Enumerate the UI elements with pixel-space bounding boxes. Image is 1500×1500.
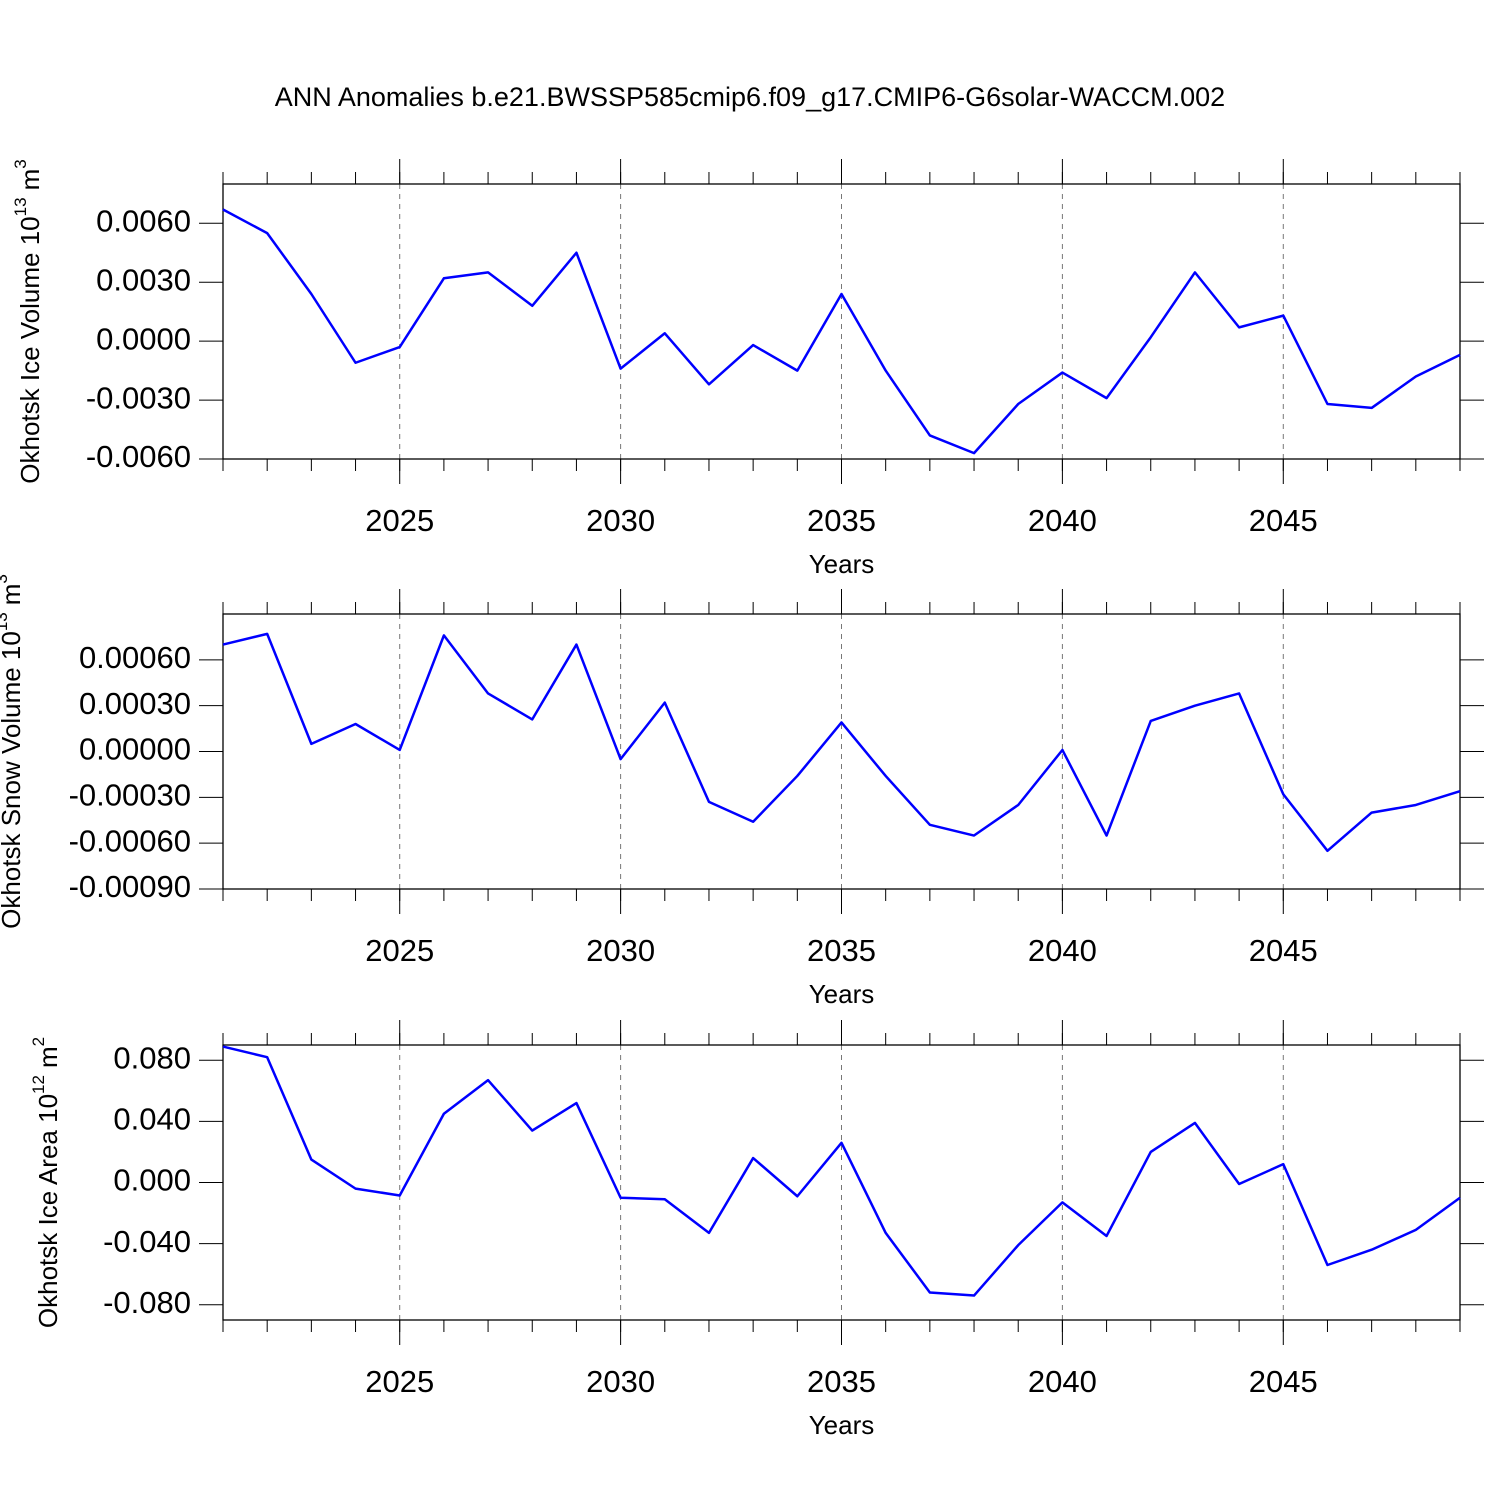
y-tick-label: -0.00060	[69, 823, 191, 858]
x-tick-label: 2045	[1249, 503, 1318, 538]
data-line	[222, 1045, 1461, 1297]
y-axis-label-part: Okhotsk Snow Volume 10	[0, 631, 26, 929]
x-tick-label: 2040	[1028, 503, 1097, 538]
y-tick-label: 0.0060	[96, 203, 191, 238]
y-axis-label-part: m	[33, 1046, 63, 1068]
y-axis-label-part: 2	[29, 1037, 48, 1046]
x-tick-label: 2030	[586, 933, 655, 968]
y-axis-label-part: 13	[11, 197, 30, 216]
y-tick-label: 0.00030	[79, 686, 191, 721]
panel: 2025 2030 2035 2040 2045 0.080 0.040 0.000 -0.04…	[29, 1020, 1484, 1440]
y-axis-label-part: Okhotsk Ice Area 10	[33, 1094, 63, 1328]
y-tick-label: 0.00000	[79, 732, 191, 767]
x-tick-label: 2045	[1249, 933, 1318, 968]
x-tick-label: 2035	[807, 503, 876, 538]
x-tick-label: 2030	[586, 1364, 655, 1399]
y-tick-label: -0.040	[103, 1224, 191, 1259]
x-axis-label: Years	[809, 549, 875, 579]
y-tick-label: 0.000	[113, 1163, 191, 1198]
y-axis-label-part: m	[15, 169, 45, 191]
y-axis-label: Okhotsk Ice Volume 1013 m3	[11, 159, 44, 483]
x-tick-label: 2040	[1028, 1364, 1097, 1399]
x-tick-label: 2035	[807, 1364, 876, 1399]
plot-frame	[222, 1044, 1461, 1321]
y-axis-label: Okhotsk Ice Area 1012 m2	[29, 1037, 62, 1328]
y-tick-label: -0.00090	[69, 869, 191, 904]
y-tick-label: -0.080	[103, 1285, 191, 1320]
y-axis-label-part: Okhotsk Ice Volume 10	[15, 216, 45, 483]
y-tick-label: -0.0060	[86, 439, 191, 474]
x-tick-label: 2025	[365, 503, 434, 538]
x-tick-label: 2025	[365, 933, 434, 968]
data-line	[222, 208, 1461, 455]
data-line	[222, 632, 1461, 853]
panel: 2025 2030 2035 2040 2045 0.0060 0.0030 0.0000 -0…	[11, 159, 1484, 579]
y-axis-label-part: m	[0, 584, 26, 606]
y-tick-label: 0.040	[113, 1102, 191, 1137]
y-tick-label: 0.00060	[79, 640, 191, 675]
x-tick-label: 2045	[1249, 1364, 1318, 1399]
figure-title: ANN Anomalies b.e21.BWSSP585cmip6.f09_g1…	[275, 82, 1225, 112]
x-tick-label: 2030	[586, 503, 655, 538]
y-axis-label-part: 3	[0, 574, 11, 583]
x-axis-label: Years	[809, 1410, 875, 1440]
plot-frame	[222, 183, 1461, 460]
y-tick-label: -0.0030	[86, 380, 191, 415]
x-axis-label: Years	[809, 979, 875, 1009]
y-tick-label: 0.0030	[96, 262, 191, 297]
x-tick-label: 2035	[807, 933, 876, 968]
y-axis-label-part: 12	[29, 1075, 48, 1094]
y-axis-label-part: 13	[0, 612, 11, 631]
y-axis-label: Okhotsk Snow Volume 1013 m3	[0, 574, 26, 929]
plot-frame	[222, 613, 1461, 890]
y-axis-label-part: 3	[11, 159, 30, 168]
x-tick-label: 2025	[365, 1364, 434, 1399]
y-tick-label: 0.080	[113, 1040, 191, 1075]
panel: 2025 2030 2035 2040 2045 0.00060 0.00030 0.0000…	[0, 574, 1484, 1009]
y-tick-label: 0.0000	[96, 321, 191, 356]
y-tick-label: -0.00030	[69, 778, 191, 813]
x-tick-label: 2040	[1028, 933, 1097, 968]
